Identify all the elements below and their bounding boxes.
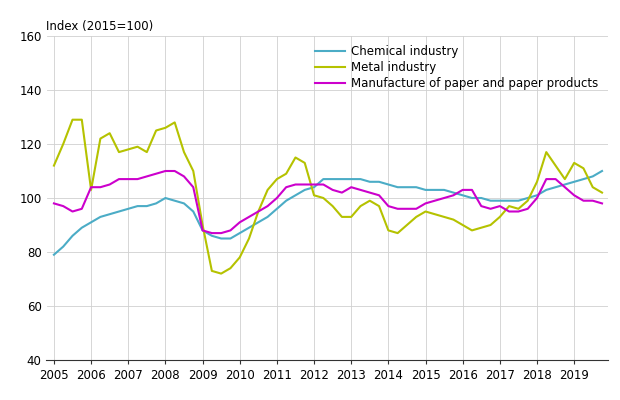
Chemical industry [598, 169, 606, 174]
Chemical industry [190, 209, 197, 214]
Manufacture of paper and paper products [246, 214, 253, 219]
Legend: Chemical industry, Metal industry, Manufacture of paper and paper products: Chemical industry, Metal industry, Manuf… [312, 42, 601, 94]
Manufacture of paper and paper products [208, 231, 216, 236]
Metal industry [246, 236, 253, 241]
Text: Index (2015=100): Index (2015=100) [46, 20, 153, 34]
Manufacture of paper and paper products [412, 206, 420, 211]
Manufacture of paper and paper products [162, 169, 169, 174]
Line: Manufacture of paper and paper products: Manufacture of paper and paper products [54, 171, 602, 233]
Manufacture of paper and paper products [50, 201, 58, 206]
Metal industry [69, 117, 76, 122]
Metal industry [199, 222, 206, 227]
Manufacture of paper and paper products [598, 201, 606, 206]
Line: Metal industry: Metal industry [54, 120, 602, 274]
Chemical industry [143, 204, 151, 208]
Chemical industry [394, 185, 401, 190]
Metal industry [218, 271, 225, 276]
Manufacture of paper and paper products [199, 228, 206, 233]
Metal industry [255, 209, 262, 214]
Metal industry [50, 163, 58, 168]
Line: Chemical industry: Chemical industry [54, 171, 602, 255]
Manufacture of paper and paper products [143, 174, 151, 179]
Metal industry [227, 266, 234, 270]
Metal industry [153, 128, 160, 133]
Manufacture of paper and paper products [255, 209, 262, 214]
Metal industry [598, 190, 606, 195]
Chemical industry [50, 252, 58, 257]
Chemical industry [236, 231, 244, 236]
Metal industry [412, 214, 420, 219]
Manufacture of paper and paper products [227, 228, 234, 233]
Chemical industry [208, 233, 216, 238]
Chemical industry [227, 236, 234, 241]
